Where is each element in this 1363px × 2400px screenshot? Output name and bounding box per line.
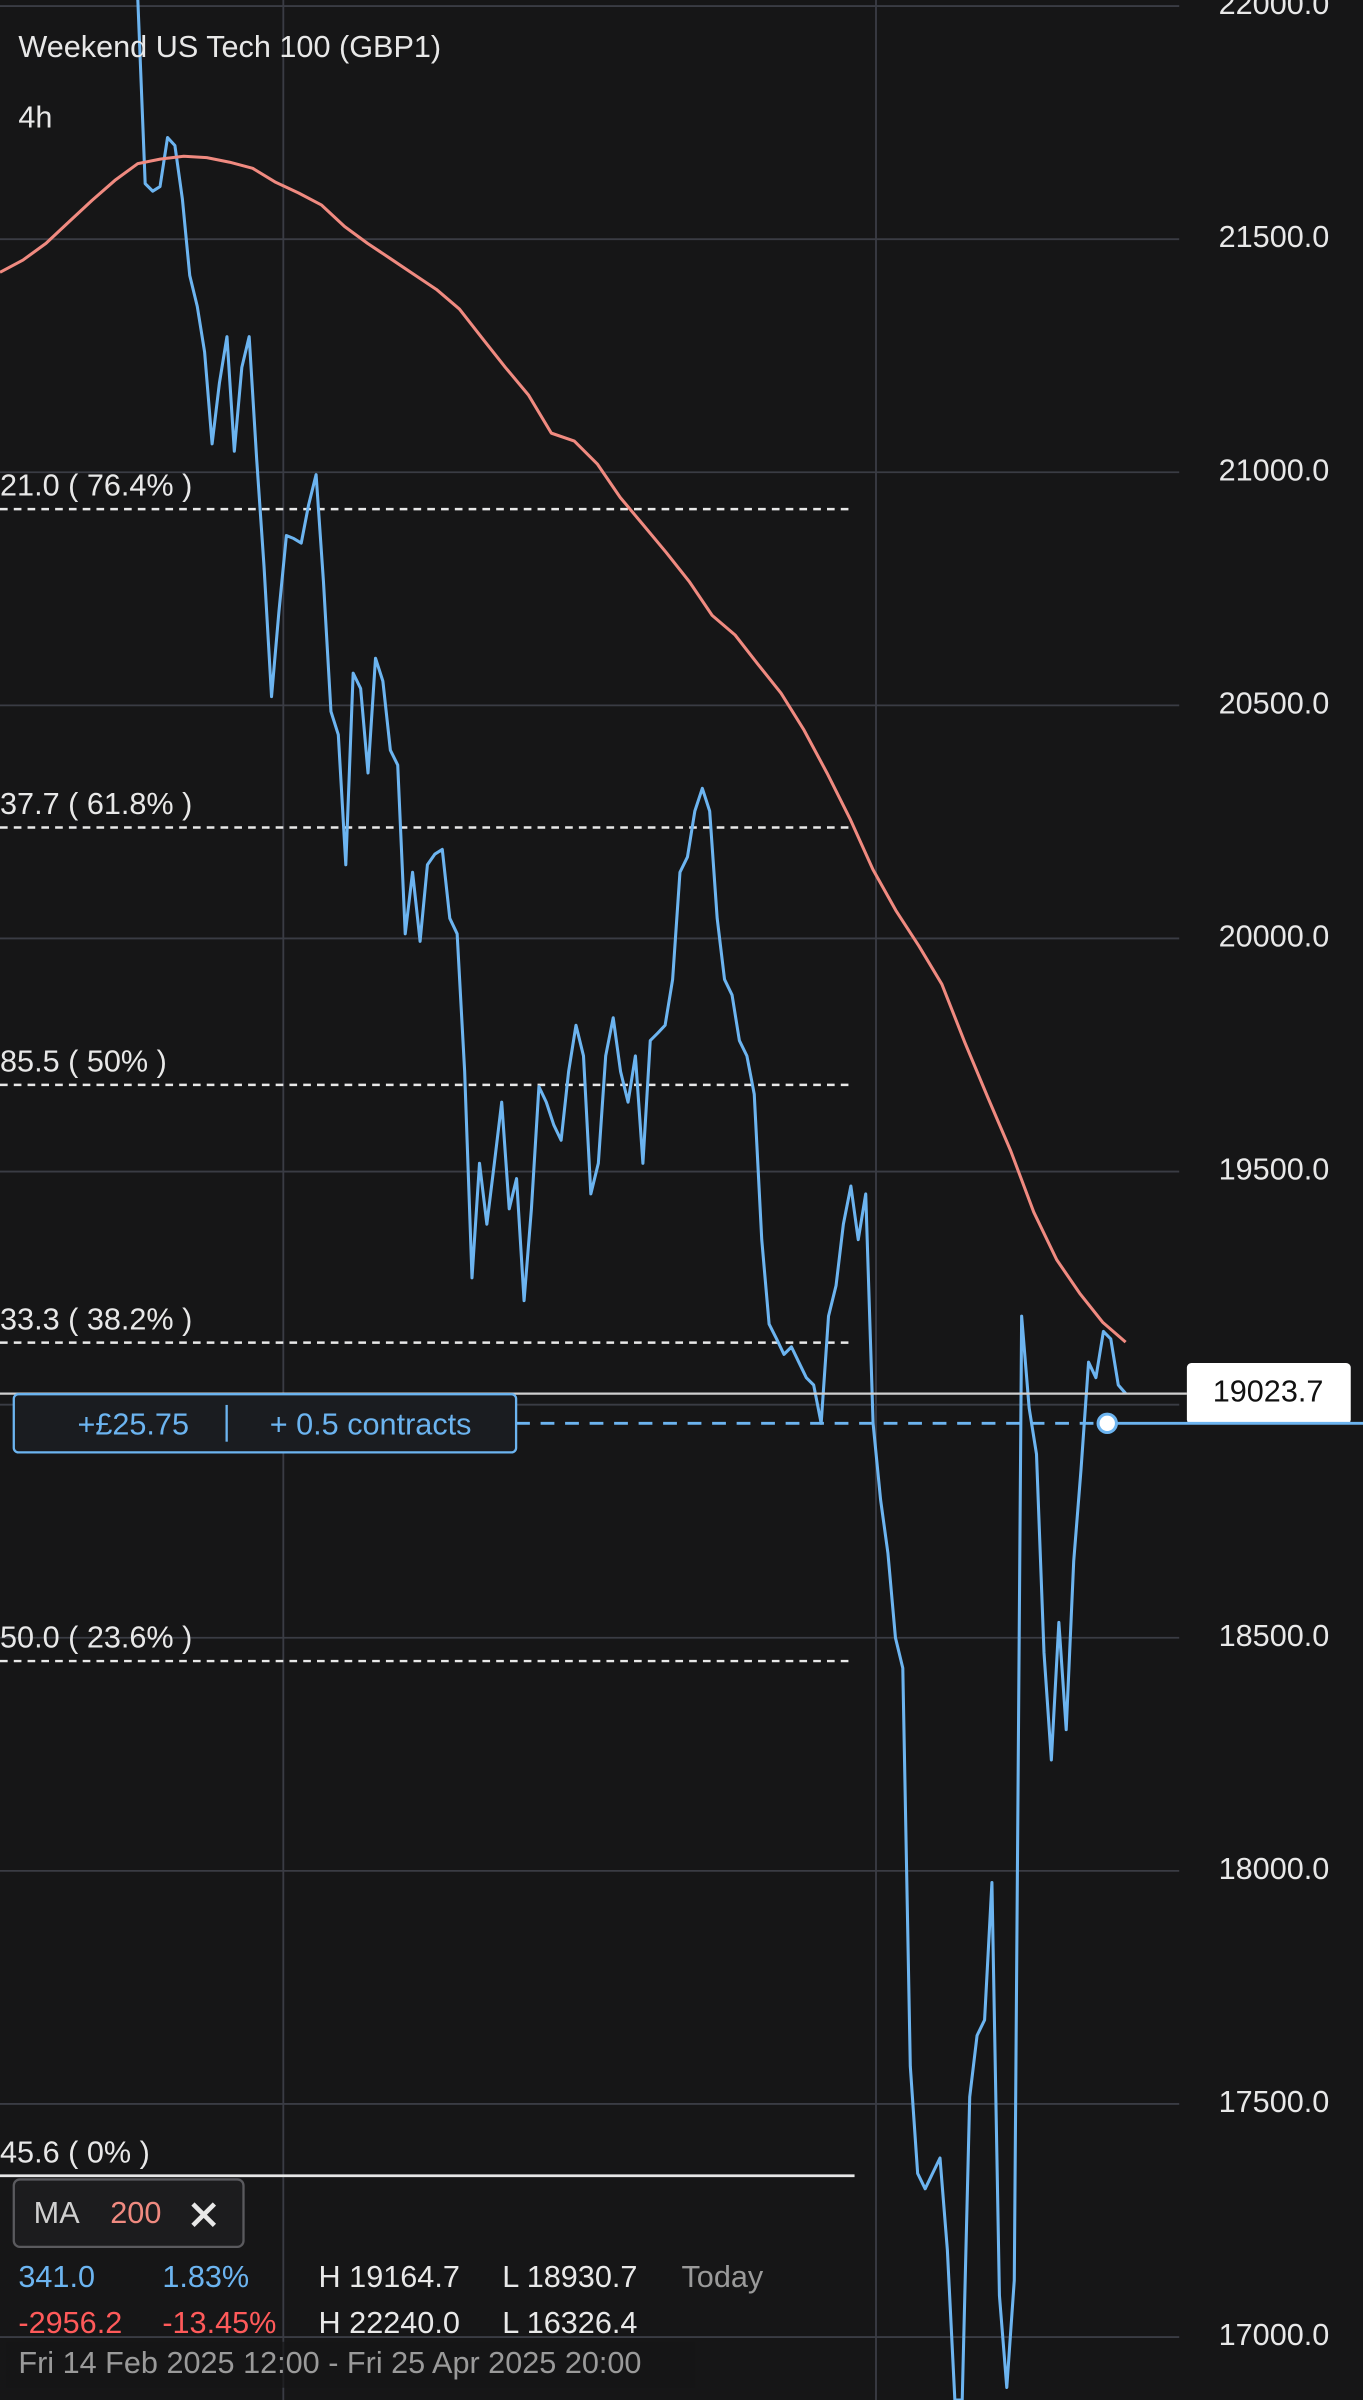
- fib-level-label: 85.5 ( 50% ): [0, 1044, 167, 1078]
- ma-legend-name: MA: [34, 2196, 81, 2230]
- y-tick-label: 21000.0: [1219, 453, 1330, 487]
- ma-legend-period: 200: [110, 2196, 161, 2230]
- y-tick-label: 17000.0: [1219, 2318, 1330, 2352]
- fib-level-label: 33.3 ( 38.2% ): [0, 1302, 192, 1336]
- y-tick-label: 17500.0: [1219, 2085, 1330, 2119]
- position-size: + 0.5 contracts: [270, 1407, 472, 1441]
- fib-level-label: 37.7 ( 61.8% ): [0, 787, 192, 821]
- low-today: L 18930.7: [502, 2260, 637, 2294]
- y-tick-label: 20500.0: [1219, 686, 1330, 720]
- fib-level-label: 50.0 ( 23.6% ): [0, 1621, 192, 1655]
- high-range: H 22240.0: [319, 2306, 460, 2340]
- change-range-pct: -13.45%: [162, 2306, 276, 2340]
- date-range: Fri 14 Feb 2025 12:00 - Fri 25 Apr 2025 …: [18, 2346, 641, 2380]
- y-tick-label: 22000.0: [1219, 0, 1330, 21]
- ma-remove-icon[interactable]: [191, 2202, 217, 2228]
- ma-line: [0, 154, 1127, 1344]
- chart-title: Weekend US Tech 100 (GBP1): [18, 30, 441, 64]
- ma-legend-box[interactable]: [12, 2178, 245, 2248]
- last-price-label: 19023.7: [1213, 1375, 1324, 1409]
- y-tick-label: 18000.0: [1219, 1852, 1330, 1886]
- y-tick-label: 21500.0: [1219, 220, 1330, 254]
- position-marker: [1096, 1412, 1118, 1435]
- period-label: Today: [682, 2260, 764, 2294]
- position-pill[interactable]: [12, 1393, 518, 1454]
- fib-level-label: 45.6 ( 0% ): [0, 2135, 150, 2169]
- y-tick-label: 18500.0: [1219, 1619, 1330, 1653]
- y-tick-label: 20000.0: [1219, 920, 1330, 954]
- change-today-pct: 1.83%: [162, 2260, 249, 2294]
- last-price-box: [1186, 1362, 1351, 1425]
- range-backdrop: [6, 2341, 696, 2388]
- y-tick-label: 19500.0: [1219, 1153, 1330, 1187]
- change-today: 341.0: [18, 2260, 95, 2294]
- position-pnl: +£25.75: [77, 1407, 189, 1441]
- interval-label: 4h: [18, 101, 52, 135]
- low-range: L 16326.4: [502, 2306, 637, 2340]
- high-today: H 19164.7: [319, 2260, 460, 2294]
- fib-level-label: 21.0 ( 76.4% ): [0, 469, 192, 503]
- price-line: [136, 0, 1127, 2400]
- change-range: -2956.2: [18, 2306, 122, 2340]
